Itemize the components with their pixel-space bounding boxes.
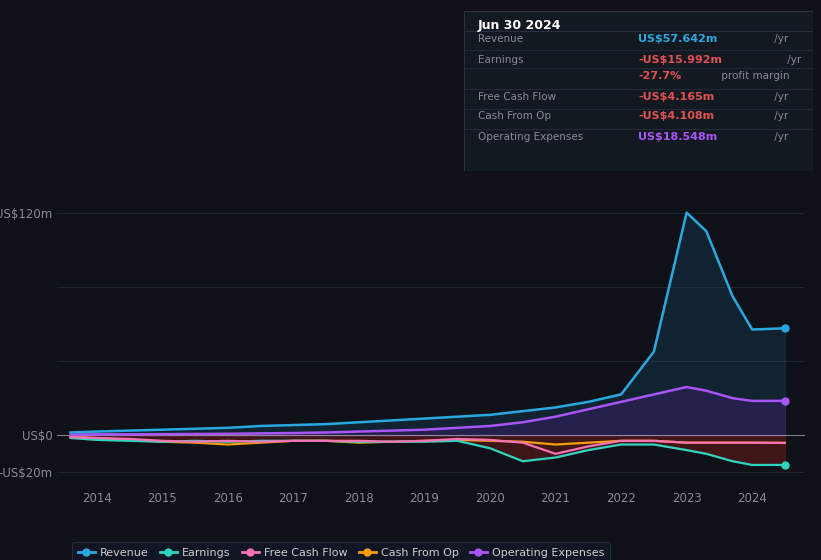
Text: US$18.548m: US$18.548m bbox=[639, 132, 718, 142]
Text: profit margin: profit margin bbox=[718, 71, 789, 81]
Text: /yr: /yr bbox=[771, 34, 788, 44]
Legend: Revenue, Earnings, Free Cash Flow, Cash From Op, Operating Expenses: Revenue, Earnings, Free Cash Flow, Cash … bbox=[72, 542, 610, 560]
Text: Earnings: Earnings bbox=[478, 55, 523, 65]
Text: /yr: /yr bbox=[784, 55, 801, 65]
Text: Operating Expenses: Operating Expenses bbox=[478, 132, 583, 142]
Text: Cash From Op: Cash From Op bbox=[478, 111, 551, 121]
Text: Free Cash Flow: Free Cash Flow bbox=[478, 92, 556, 102]
Text: -US$4.108m: -US$4.108m bbox=[639, 111, 714, 121]
Text: -27.7%: -27.7% bbox=[639, 71, 681, 81]
FancyBboxPatch shape bbox=[464, 11, 813, 171]
Text: Revenue: Revenue bbox=[478, 34, 523, 44]
Text: -US$15.992m: -US$15.992m bbox=[639, 55, 722, 65]
Text: /yr: /yr bbox=[771, 132, 788, 142]
Text: US$57.642m: US$57.642m bbox=[639, 34, 718, 44]
Text: Jun 30 2024: Jun 30 2024 bbox=[478, 19, 562, 32]
Text: /yr: /yr bbox=[771, 92, 788, 102]
Text: -US$4.165m: -US$4.165m bbox=[639, 92, 714, 102]
Text: /yr: /yr bbox=[771, 111, 788, 121]
